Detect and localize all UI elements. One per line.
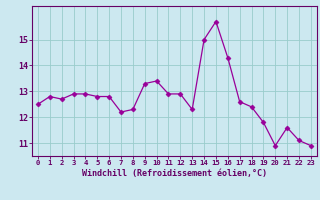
X-axis label: Windchill (Refroidissement éolien,°C): Windchill (Refroidissement éolien,°C) <box>82 169 267 178</box>
